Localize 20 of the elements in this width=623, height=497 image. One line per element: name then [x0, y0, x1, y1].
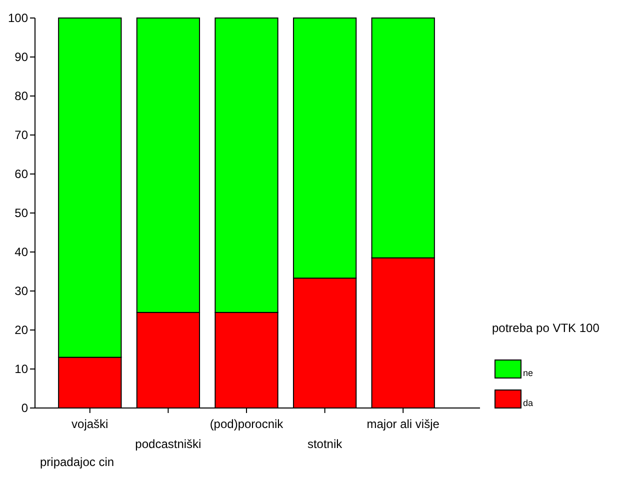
y-tick-label: 30: [14, 284, 28, 298]
y-tick-label: 70: [14, 128, 28, 142]
y-tick-label: 40: [14, 245, 28, 260]
x-tick-label: (pod)porocnik: [210, 417, 284, 431]
y-tick-label: 90: [14, 50, 28, 64]
legend-title: potreba po VTK 100: [492, 321, 600, 335]
x-axis-title: pripadajoc cin: [40, 455, 114, 469]
x-tick-label: major ali višje: [366, 417, 440, 431]
x-tick-label: vojaški: [72, 417, 108, 431]
y-tick-label: 0: [21, 401, 28, 416]
legend-label: da: [523, 398, 534, 408]
y-tick-label: 60: [14, 167, 28, 182]
y-tick-label: 80: [14, 89, 28, 104]
y-tick-label: 100: [8, 11, 28, 26]
y-tick-label: 10: [14, 362, 28, 376]
x-tick-label: stotnik: [307, 437, 344, 451]
y-tick-label: 20: [14, 323, 28, 338]
legend-label: ne: [523, 368, 534, 378]
y-tick-label: 50: [14, 206, 28, 220]
x-tick-label: podcastniški: [135, 437, 202, 451]
